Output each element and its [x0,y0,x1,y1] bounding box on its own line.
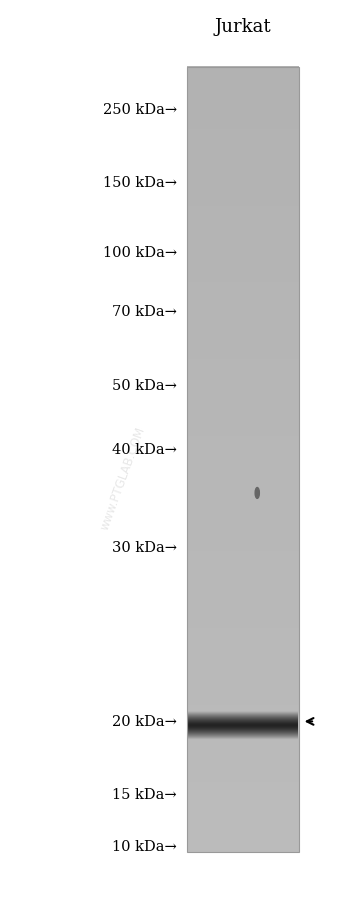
Bar [187,68,299,852]
Text: 250 kDa→: 250 kDa→ [103,103,177,117]
Text: 30 kDa→: 30 kDa→ [112,540,177,555]
Text: 150 kDa→: 150 kDa→ [103,176,177,190]
Text: 10 kDa→: 10 kDa→ [112,839,177,853]
Text: 70 kDa→: 70 kDa→ [112,304,177,318]
Text: 40 kDa→: 40 kDa→ [112,442,177,456]
Text: 50 kDa→: 50 kDa→ [112,379,177,393]
Text: Jurkat: Jurkat [215,18,272,36]
Text: 100 kDa→: 100 kDa→ [103,245,177,260]
Text: 15 kDa→: 15 kDa→ [112,787,177,801]
Text: 20 kDa→: 20 kDa→ [112,714,177,729]
Circle shape [255,488,259,499]
Text: www.PTGLAB.COM: www.PTGLAB.COM [98,425,147,531]
